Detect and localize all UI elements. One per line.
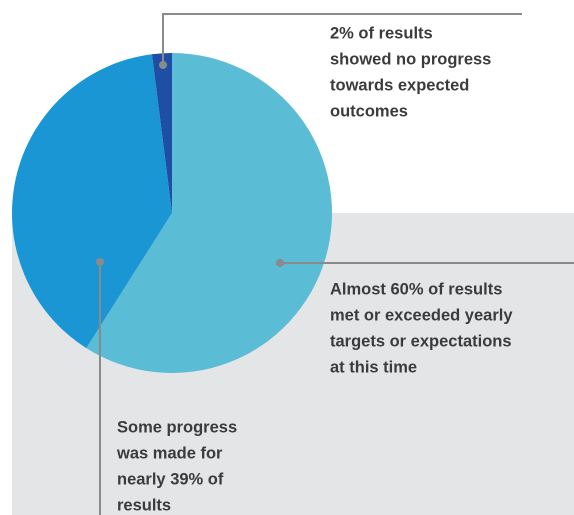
annotation-text: nearly 39% of <box>117 470 224 488</box>
pie-slice <box>12 54 172 349</box>
annotations: Almost 60% of results met or exceeded yea… <box>96 13 574 515</box>
annotation-text: targets or expectations <box>330 332 512 350</box>
pie-slice <box>151 53 172 213</box>
pie-slice <box>86 53 332 373</box>
leader-dot <box>96 258 104 266</box>
annotation-text: was made for <box>116 444 223 462</box>
annotation-text: results <box>117 496 171 514</box>
annotation-text: at this time <box>330 358 417 376</box>
annotation-text: met or exceeded yearly <box>330 306 513 324</box>
leader-line <box>162 13 522 65</box>
annotation-text: outcomes <box>330 102 408 120</box>
annotation-text: showed no progress <box>330 50 491 68</box>
leader-dot <box>159 61 167 69</box>
leader-dot <box>276 259 284 267</box>
annotation-text: Almost 60% of results <box>330 280 502 298</box>
annotation-text: Some progress <box>117 418 237 436</box>
pie <box>12 53 332 373</box>
annotation-text: 2% of results <box>330 24 433 42</box>
annotation-text: towards expected <box>330 76 469 94</box>
